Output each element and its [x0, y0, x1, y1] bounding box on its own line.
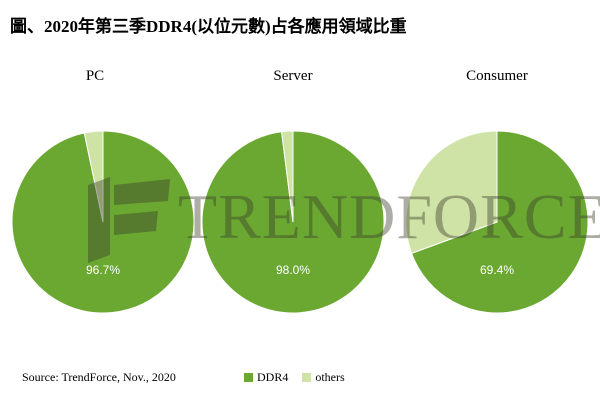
pie-slice-server-others	[281, 130, 294, 223]
pie-data-label-pc: 96.7%	[86, 263, 120, 277]
pie-slice-pc-others	[83, 130, 104, 223]
pie-title-pc: PC	[86, 68, 104, 84]
legend-label-others: others	[315, 370, 345, 384]
chart-title: 圖、2020年第三季DDR4(以位元數)占各應用領域比重	[10, 17, 407, 36]
legend: DDR4 others	[244, 370, 359, 385]
pie-title-server: Server	[273, 68, 312, 84]
source-note: Source: TrendForce, Nov., 2020	[22, 370, 176, 384]
legend-label-ddr4: DDR4	[257, 370, 289, 384]
legend-swatch-others	[302, 373, 312, 382]
pie-slice-consumer-others	[405, 130, 498, 255]
legend-item-ddr4: DDR4	[244, 370, 288, 385]
pie-data-label-server: 98.0%	[276, 263, 310, 277]
pie-data-label-consumer: 69.4%	[480, 263, 514, 277]
pie-title-consumer: Consumer	[466, 68, 528, 84]
legend-swatch-ddr4	[244, 373, 253, 382]
legend-item-others: others	[302, 370, 345, 385]
pie-slice-consumer-ddr4	[410, 130, 589, 314]
